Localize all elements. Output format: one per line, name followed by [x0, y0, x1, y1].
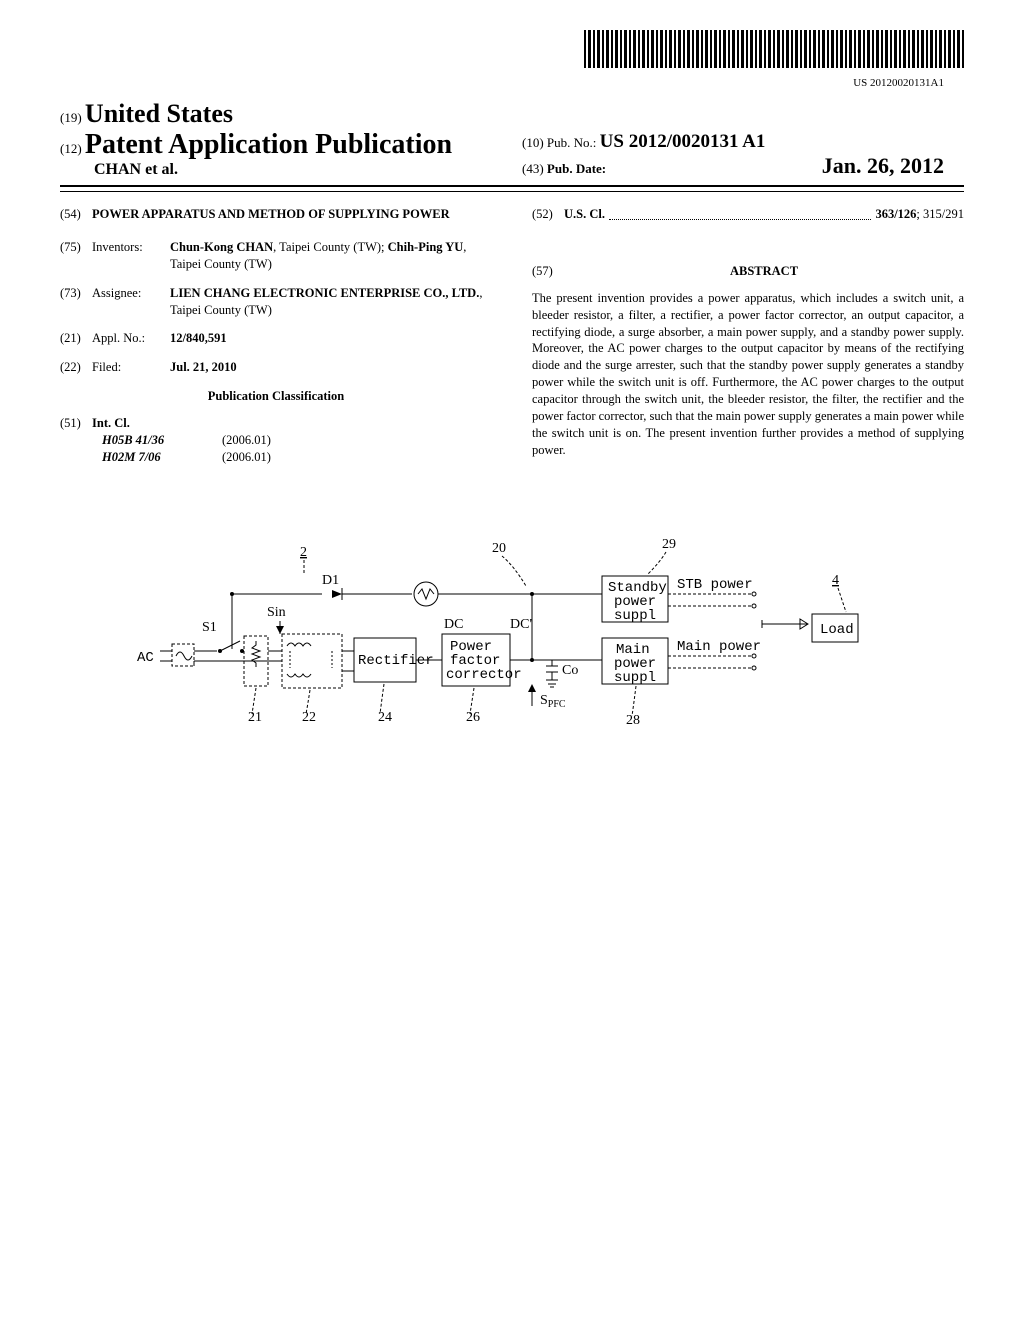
label-d1: D1 [322, 573, 339, 588]
label-stb3: suppl [614, 608, 656, 624]
label-dcp: DC' [510, 617, 532, 632]
applno-label: Appl. No.: [92, 330, 170, 347]
intcl-row: (51) Int. Cl. H05B 41/36 (2006.01) H02M … [60, 415, 492, 466]
patent-page: US 20120020131A1 (19) United States (12)… [0, 0, 1024, 821]
abstract-text: The present invention provides a power a… [532, 290, 964, 459]
publication-number: US 2012/0020131 A1 [600, 131, 766, 152]
label-s1: S1 [202, 620, 217, 635]
header: (19) United States (12) Patent Applicati… [60, 99, 964, 187]
pub-no-label: Pub. No.: [547, 135, 596, 150]
intcl-label: Int. Cl. [92, 415, 271, 432]
barcode-section [60, 30, 964, 73]
label-26: 26 [466, 710, 480, 725]
label-spfc: SPFC [540, 693, 566, 710]
label-rectifier: Rectifier [358, 653, 434, 669]
divider [60, 191, 964, 192]
label-stbpower: STB power [677, 577, 753, 593]
code-73: (73) [60, 285, 92, 319]
authors: CHAN et al. [60, 161, 502, 179]
label-22: 22 [302, 710, 316, 725]
code-51: (51) [60, 415, 92, 466]
dots [609, 206, 871, 220]
uscl-row: (52) U.S. Cl. 363/126; 315/291 [532, 206, 964, 223]
figure: AC S1 21 2 [60, 506, 964, 791]
intcl-date-0: (2006.01) [222, 432, 271, 449]
abstract-heading: ABSTRACT [564, 263, 964, 280]
code-12: (12) [60, 141, 82, 156]
label-load: Load [820, 622, 854, 638]
applno-value: 12/840,591 [170, 330, 492, 347]
publication-id-small: US 20120020131A1 [60, 77, 944, 89]
barcode [584, 30, 964, 68]
assignee-row: (73) Assignee: LIEN CHANG ELECTRONIC ENT… [60, 285, 492, 319]
code-52: (52) [532, 206, 564, 223]
label-n4: 4 [832, 573, 839, 588]
right-column: (52) U.S. Cl. 363/126; 315/291 (57) ABST… [532, 206, 964, 466]
publication-date: Jan. 26, 2012 [822, 153, 944, 179]
code-75: (75) [60, 239, 92, 273]
inventors-value: Chun-Kong CHAN, Taipei County (TW); Chih… [170, 239, 492, 273]
code-21: (21) [60, 330, 92, 347]
pub-date-label: Pub. Date: [547, 161, 606, 177]
header-right: (10) Pub. No.: US 2012/0020131 A1 (43) P… [502, 131, 964, 185]
label-sin: Sin [267, 605, 286, 620]
assignee-value: LIEN CHANG ELECTRONIC ENTERPRISE CO., LT… [170, 285, 492, 319]
publication-type: Patent Application Publication [85, 129, 452, 160]
code-19: (19) [60, 110, 82, 125]
label-pfc3: corrector [446, 667, 522, 683]
label-n29: 29 [662, 537, 676, 552]
country: United States [85, 99, 233, 128]
filed-row: (22) Filed: Jul. 21, 2010 [60, 359, 492, 376]
uscl-label: U.S. Cl. [564, 206, 605, 223]
label-24: 24 [378, 710, 392, 725]
title-block: (54) POWER APPARATUS AND METHOD OF SUPPL… [60, 206, 492, 223]
circuit-diagram: AC S1 21 2 [132, 506, 892, 786]
label-21: 21 [248, 710, 262, 725]
header-left: (19) United States (12) Patent Applicati… [60, 99, 502, 185]
label-n20: 20 [492, 541, 506, 556]
label-ac: AC [137, 650, 154, 666]
inventors-row: (75) Inventors: Chun-Kong CHAN, Taipei C… [60, 239, 492, 273]
label-n2: 2 [300, 545, 307, 560]
invention-title: POWER APPARATUS AND METHOD OF SUPPLYING … [92, 206, 492, 223]
intcl-date-1: (2006.01) [222, 449, 271, 466]
intcl-sym-1: H02M 7/06 [102, 449, 192, 466]
code-22: (22) [60, 359, 92, 376]
intcl-sym-0: H05B 41/36 [102, 432, 192, 449]
code-54: (54) [60, 206, 92, 223]
label-dc: DC [444, 617, 463, 632]
label-co: Co [562, 663, 578, 678]
pub-class-heading: Publication Classification [60, 388, 492, 405]
body-columns: (54) POWER APPARATUS AND METHOD OF SUPPL… [60, 206, 964, 466]
inventors-label: Inventors: [92, 239, 170, 273]
code-10: (10) [522, 135, 544, 150]
label-mainpower: Main power [677, 639, 761, 655]
uscl-value: 363/126; 315/291 [875, 206, 964, 223]
code-43: (43) [522, 161, 544, 177]
left-column: (54) POWER APPARATUS AND METHOD OF SUPPL… [60, 206, 492, 466]
label-main3: suppl [614, 670, 656, 686]
filed-label: Filed: [92, 359, 170, 376]
applno-row: (21) Appl. No.: 12/840,591 [60, 330, 492, 347]
intcl-line-0: H05B 41/36 (2006.01) [102, 432, 271, 449]
filed-value: Jul. 21, 2010 [170, 359, 492, 376]
assignee-label: Assignee: [92, 285, 170, 319]
intcl-line-1: H02M 7/06 (2006.01) [102, 449, 271, 466]
label-n28: 28 [626, 713, 640, 728]
code-57: (57) [532, 263, 564, 280]
